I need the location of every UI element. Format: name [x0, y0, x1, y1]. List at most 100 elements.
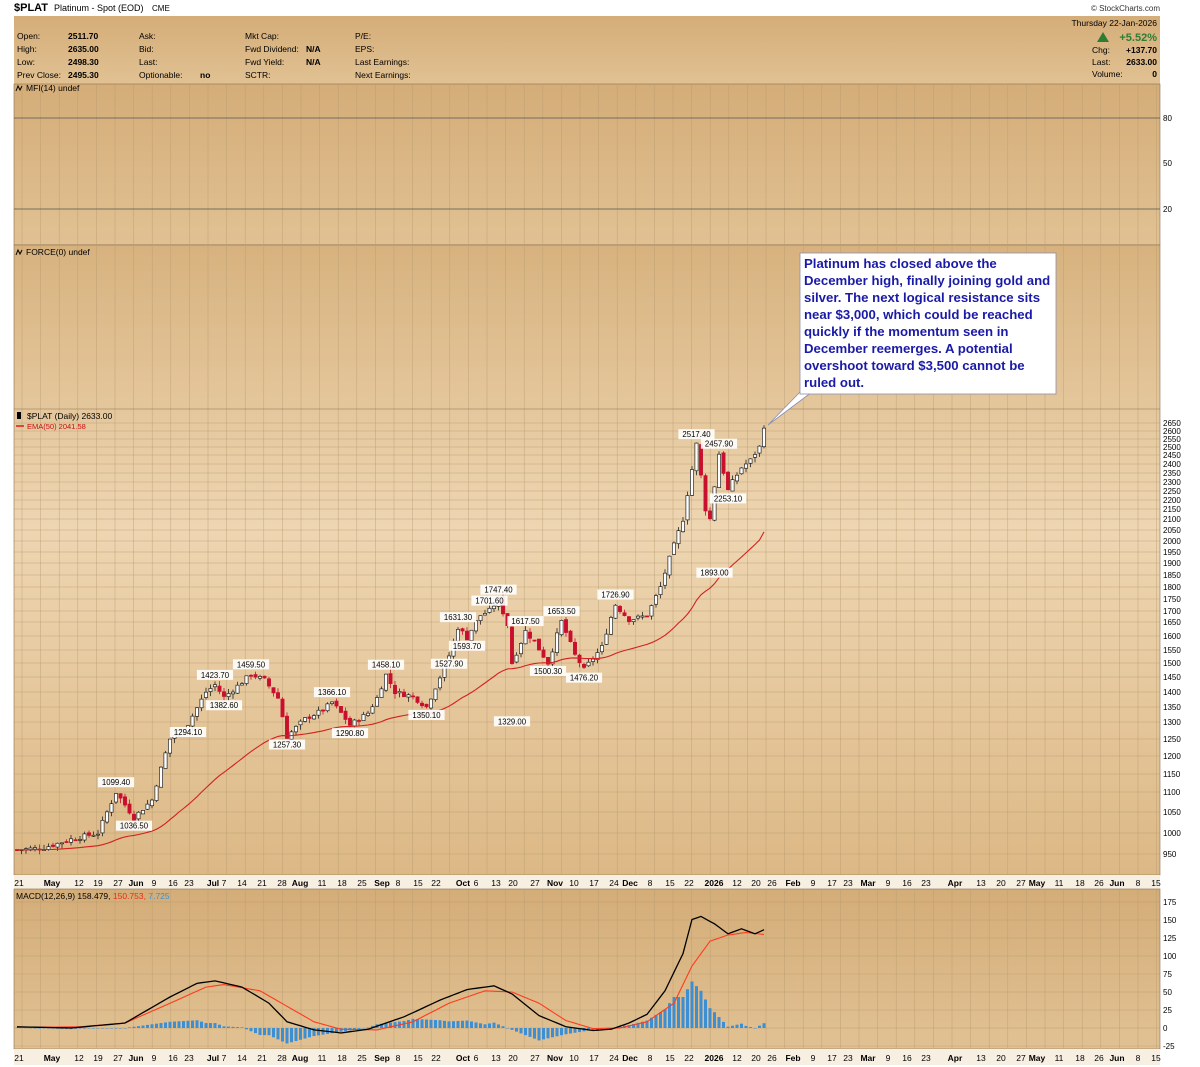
price-callout-label: 1747.40 [484, 586, 513, 595]
quote-info: Open: 2511.70 High: 2635.00 Low: 2498.30 Prev … [17, 31, 411, 80]
macd-histogram-bar [758, 1025, 761, 1028]
candle-icon [17, 412, 21, 419]
date-tick-label: 13 [491, 878, 501, 888]
annotation-text: Platinum has closed above the December h… [804, 256, 1051, 390]
quote-field-value: no [200, 70, 210, 80]
mfi-icon [15, 84, 23, 92]
macd-histogram-bar [465, 1020, 469, 1028]
date-tick-label: Jul [207, 1053, 219, 1063]
macd-histogram-bar [29, 1027, 32, 1029]
candle [397, 691, 402, 694]
price-callout-label: 1500.30 [534, 667, 563, 676]
candle [307, 716, 312, 719]
candle [645, 615, 649, 618]
force-icon [15, 248, 23, 256]
price-tick-label: 950 [1163, 850, 1177, 859]
quote-field-label: High: [17, 44, 37, 54]
price-tick-label: 2600 [1163, 427, 1181, 436]
price-tick-label: 1850 [1163, 571, 1181, 580]
macd-histogram-bar [551, 1028, 554, 1038]
candle [343, 710, 348, 720]
date-tick-label: 12 [732, 1053, 742, 1063]
price-tick-label: 1400 [1163, 688, 1181, 697]
macd-histogram-bar [569, 1028, 572, 1034]
volume-value: 0 [1152, 69, 1157, 79]
macd-histogram-bar [42, 1028, 46, 1029]
candle [532, 639, 537, 642]
macd-histogram-bar [380, 1023, 383, 1028]
macd-histogram-bar [416, 1019, 419, 1028]
price-callout [678, 429, 715, 440]
candle [748, 458, 753, 464]
quote-field-label: P/E: [355, 31, 371, 41]
ema-label: EMA(50) 2041.58 [27, 422, 86, 431]
date-tick-label: 6 [474, 878, 479, 888]
date-tick-label: 11 [1055, 878, 1064, 888]
candle [406, 694, 411, 698]
candle [64, 841, 69, 843]
candle [735, 474, 739, 482]
candle [708, 510, 712, 520]
price-callout [507, 616, 544, 627]
quote-field-value: 2495.30 [68, 70, 99, 80]
date-tick-label: 6 [474, 1053, 479, 1063]
macd-histogram-bar [695, 986, 698, 1028]
mfi-tick: 50 [1163, 159, 1172, 168]
candle [757, 445, 762, 454]
date-tick-label: 19 [93, 878, 103, 888]
date-tick-label: 26 [767, 1053, 777, 1063]
price-tick-label: 2200 [1163, 496, 1181, 505]
macd-histogram-bar [281, 1028, 284, 1042]
candle [388, 673, 393, 684]
candle [649, 605, 654, 617]
candle [595, 652, 600, 661]
macd-histogram-bar [141, 1025, 145, 1028]
candle [582, 663, 586, 668]
macd-histogram-bar [290, 1028, 293, 1043]
instrument-name: Platinum - Spot (EOD) [54, 3, 144, 13]
price-callout [543, 606, 580, 617]
price-callout [313, 687, 351, 698]
macd-histogram-bar [726, 1026, 730, 1028]
candle [411, 695, 415, 698]
macd-line [16, 915, 765, 1034]
macd-histogram-bar [74, 1028, 77, 1029]
macd-histogram-bar [528, 1028, 532, 1037]
price-tick-label: 1950 [1163, 548, 1181, 557]
quote-field-label: Low: [17, 57, 35, 67]
date-tick-label: 22 [684, 878, 694, 888]
macd-histogram-bar [353, 1028, 356, 1030]
macd-histogram-bar [479, 1023, 482, 1028]
candle [672, 542, 676, 555]
price-callout-label: 1459.50 [237, 660, 266, 669]
date-tick-label: 21 [14, 1053, 24, 1063]
macd-histogram-bar [668, 1003, 671, 1028]
candle [361, 714, 366, 721]
price-callout-label: 1290.80 [336, 729, 365, 738]
candle [528, 631, 532, 639]
macd-histogram-bar [101, 1028, 104, 1029]
macd-histogram-bar [132, 1026, 136, 1028]
candle [217, 685, 222, 692]
macd-histogram-bar [218, 1024, 221, 1028]
date-tick-label: 20 [996, 878, 1006, 888]
symbol-title: $PLAT [14, 2, 48, 14]
candle [294, 725, 298, 733]
quote-field-value: N/A [306, 44, 321, 54]
candle [474, 620, 478, 632]
date-tick-label: 16 [168, 878, 178, 888]
candle [199, 698, 204, 709]
macd-histogram-bar [434, 1020, 437, 1028]
price-callout-label: 1099.40 [102, 778, 131, 787]
candle [370, 706, 375, 714]
chg-label: Chg: [1092, 45, 1110, 55]
price-tick-label: 1550 [1163, 646, 1181, 655]
candle [717, 453, 721, 488]
macd-histogram-bar [618, 1026, 622, 1028]
date-tick-label: Dec [622, 1053, 638, 1063]
price-callout [97, 777, 135, 788]
candle [222, 691, 226, 697]
price-tick-label: 1700 [1163, 607, 1181, 616]
date-tick-label: Feb [785, 1053, 800, 1063]
date-tick-label: 15 [413, 1053, 423, 1063]
